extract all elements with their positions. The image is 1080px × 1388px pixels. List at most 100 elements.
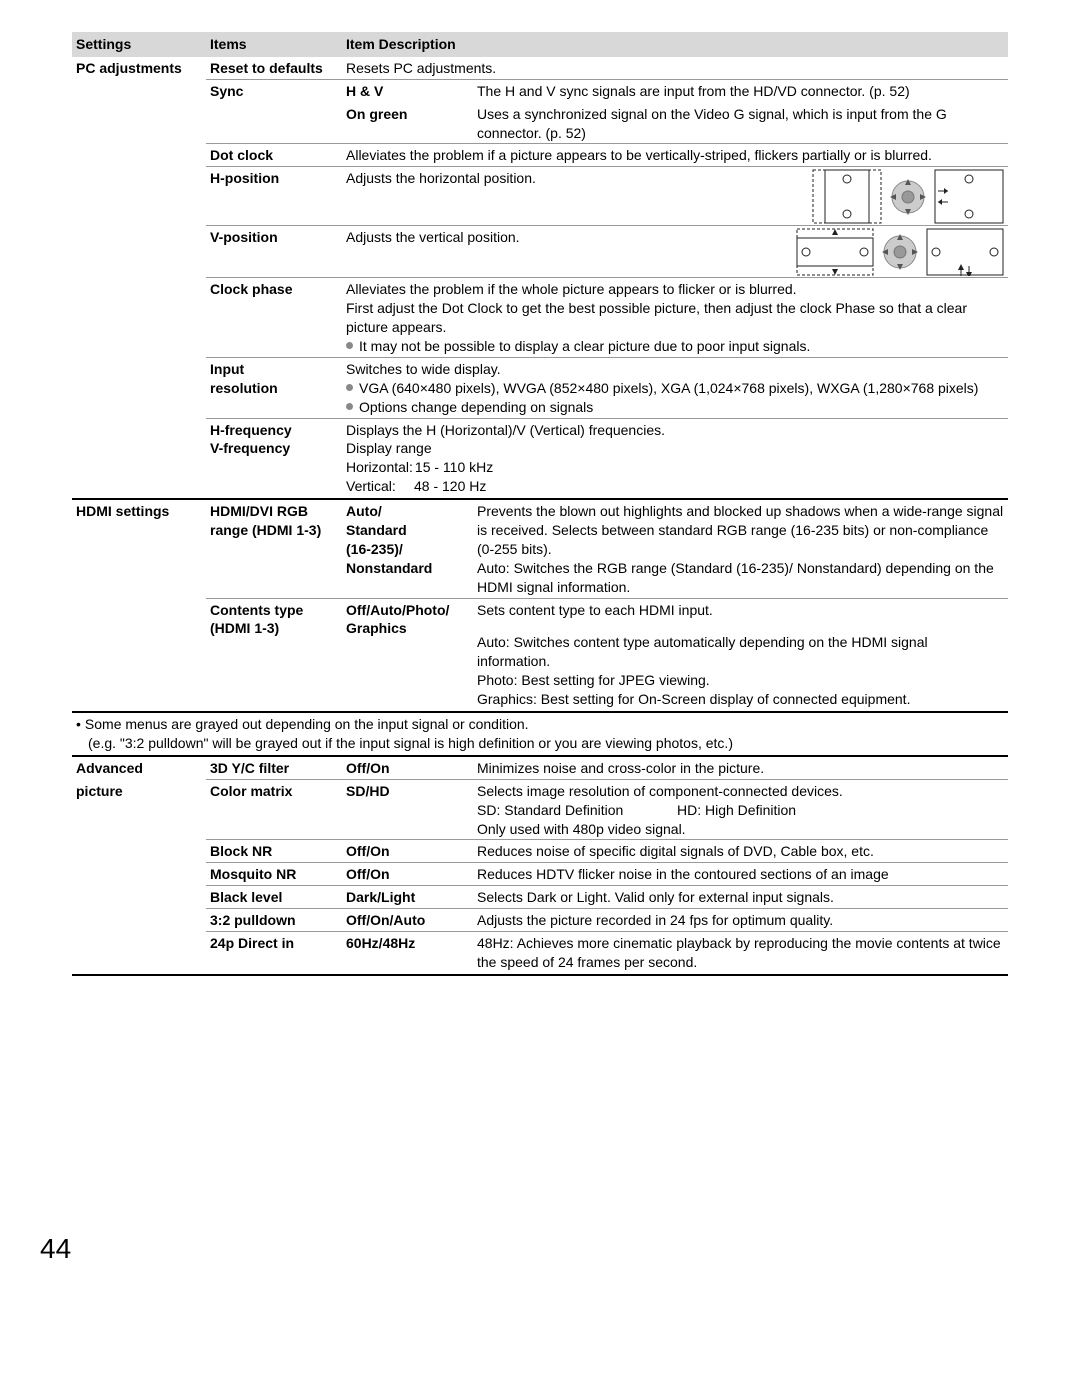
row-yc: Advanced 3D Y/C filter Off/On Minimizes … — [72, 757, 1008, 780]
note-l2: (e.g. "3:2 pulldown" will be grayed out … — [76, 734, 1004, 753]
item-hdmi-range2: range (HDMI 1-3) — [210, 521, 346, 540]
vpos-diagram — [796, 228, 1004, 276]
hpos-after-icon — [934, 169, 1004, 224]
vpos-after-icon — [926, 228, 1004, 276]
hpos-diagram — [812, 169, 1004, 224]
row-reset: PC adjustments Reset to defaults Resets … — [72, 57, 1008, 80]
desc-yc: Minimizes noise and cross-color in the p… — [477, 759, 1004, 778]
knob-icon — [880, 232, 920, 272]
freq-l4a: Vertical: — [346, 477, 414, 496]
bullet-icon — [346, 384, 353, 391]
item-reset: Reset to defaults — [210, 59, 346, 78]
item-24p: 24p Direct in — [210, 934, 346, 953]
row-bnr: Block NR Off/On Reduces noise of specifi… — [72, 840, 1008, 863]
row-bl: Black level Dark/Light Selects Dark or L… — [72, 886, 1008, 909]
desc-hpos: Adjusts the horizontal position. — [346, 169, 536, 188]
item-vfreq: V-frequency — [210, 439, 346, 458]
item-vpos: V-position — [210, 228, 346, 247]
freq-l2: Display range — [346, 439, 1004, 458]
desc-bl: Selects Dark or Light. Valid only for ex… — [477, 888, 1004, 907]
settings-pc-adjustments: PC adjustments — [76, 59, 210, 78]
row-hdmi-range: HDMI settings HDMI/DVI RGB range (HDMI 1… — [72, 500, 1008, 598]
cm-d3: Only used with 480p video signal. — [477, 820, 1004, 839]
desc-dotclock: Alleviates the problem if a picture appe… — [346, 146, 1004, 165]
desc-24p: 48Hz: Achieves more cinematic playback b… — [477, 934, 1004, 972]
header-items: Items — [210, 35, 346, 54]
desc-vpos: Adjusts the vertical position. — [346, 228, 520, 247]
row-sync-green: On green Uses a synchronized signal on t… — [72, 103, 1008, 145]
opt-mnr: Off/On — [346, 865, 477, 884]
header-settings: Settings — [76, 35, 210, 54]
opt-green: On green — [346, 105, 477, 124]
row-hdmi-contents: Contents type (HDMI 1-3) Off/Auto/Photo/… — [72, 599, 1008, 713]
hdmi-range-d2: Auto: Switches the RGB range (Standard (… — [477, 559, 1004, 597]
row-dotclock: Dot clock Alleviates the problem if a pi… — [72, 144, 1008, 167]
opt-hdmi-range: Auto/ Standard (16-235)/ Nonstandard — [346, 502, 477, 578]
contents-d2: Auto: Switches content type automaticall… — [477, 633, 1004, 671]
row-cm: picture Color matrix SD/HD Selects image… — [72, 780, 1008, 841]
item-inputres2: resolution — [210, 379, 346, 398]
row-24p: 24p Direct in 60Hz/48Hz 48Hz: Achieves m… — [72, 932, 1008, 976]
page-number: 44 — [40, 1230, 71, 1268]
ir-l1: Switches to wide display. — [346, 360, 1004, 379]
freq-l3a: Horizontal: — [346, 459, 413, 475]
item-clockphase: Clock phase — [210, 280, 346, 299]
row-pd: 3:2 pulldown Off/On/Auto Adjusts the pic… — [72, 909, 1008, 932]
item-dotclock: Dot clock — [210, 146, 346, 165]
contents-d1: Sets content type to each HDMI input. — [477, 601, 1004, 620]
item-hdmi-range1: HDMI/DVI RGB — [210, 502, 346, 521]
opt-hv: H & V — [346, 82, 477, 101]
opt-yc: Off/On — [346, 759, 477, 778]
bullet-icon — [346, 342, 353, 349]
vpos-before-icon — [796, 228, 874, 276]
cp-l1: Alleviates the problem if the whole pict… — [346, 280, 1004, 299]
cm-d1: Selects image resolution of component-co… — [477, 782, 1004, 801]
item-sync: Sync — [210, 82, 346, 101]
table-header: Settings Items Item Description — [72, 32, 1008, 57]
row-inputres: Input resolution Switches to wide displa… — [72, 358, 1008, 419]
cm-d2b: HD: High Definition — [677, 802, 796, 818]
item-cm: Color matrix — [210, 782, 346, 801]
desc-green: Uses a synchronized signal on the Video … — [477, 105, 1004, 143]
hpos-before-icon — [812, 169, 882, 224]
header-item-desc: Item Description — [346, 35, 1004, 54]
settings-hdmi: HDMI settings — [76, 502, 210, 521]
item-bl: Black level — [210, 888, 346, 907]
row-sync-hv: Sync H & V The H and V sync signals are … — [72, 80, 1008, 103]
freq-l1: Displays the H (Horizontal)/V (Vertical)… — [346, 421, 1004, 440]
row-hpos: H-position Adjusts the horizontal positi… — [72, 167, 1008, 226]
opt-contents: Off/Auto/Photo/ Graphics — [346, 601, 477, 639]
item-inputres1: Input — [210, 360, 346, 379]
opt-bl: Dark/Light — [346, 888, 477, 907]
desc-bnr: Reduces noise of specific digital signal… — [477, 842, 1004, 861]
freq-l4b: 48 - 120 Hz — [414, 478, 486, 494]
item-mnr: Mosquito NR — [210, 865, 346, 884]
knob-icon — [888, 177, 928, 217]
item-hpos: H-position — [210, 169, 346, 188]
opt-cm: SD/HD — [346, 782, 477, 801]
desc-mnr: Reduces HDTV flicker noise in the contou… — [477, 865, 1004, 884]
item-contents2: (HDMI 1-3) — [210, 619, 346, 638]
desc-pd: Adjusts the picture recorded in 24 fps f… — [477, 911, 1004, 930]
settings-picture: picture — [76, 782, 210, 801]
cp-l3: It may not be possible to display a clea… — [359, 337, 810, 356]
opt-24p: 60Hz/48Hz — [346, 934, 477, 953]
cp-l2: First adjust the Dot Clock to get the be… — [346, 299, 1004, 337]
settings-advanced: Advanced — [76, 759, 210, 778]
freq-l3b: 15 - 110 kHz — [415, 459, 493, 475]
bullet-icon — [346, 403, 353, 410]
contents-d4: Graphics: Best setting for On-Screen dis… — [477, 690, 1004, 709]
contents-d3: Photo: Best setting for JPEG viewing. — [477, 671, 1004, 690]
row-mnr: Mosquito NR Off/On Reduces HDTV flicker … — [72, 863, 1008, 886]
item-yc: 3D Y/C filter — [210, 759, 346, 778]
opt-bnr: Off/On — [346, 842, 477, 861]
note-section: •Some menus are grayed out depending on … — [72, 713, 1008, 757]
note-l1: Some menus are grayed out depending on t… — [85, 715, 529, 734]
item-contents1: Contents type — [210, 601, 346, 620]
item-bnr: Block NR — [210, 842, 346, 861]
desc-reset: Resets PC adjustments. — [346, 59, 1004, 78]
hdmi-range-d1: Prevents the blown out highlights and bl… — [477, 502, 1004, 559]
note-bullet: • — [76, 715, 81, 734]
row-clockphase: Clock phase Alleviates the problem if th… — [72, 278, 1008, 358]
row-freq: H-frequency V-frequency Displays the H (… — [72, 419, 1008, 501]
